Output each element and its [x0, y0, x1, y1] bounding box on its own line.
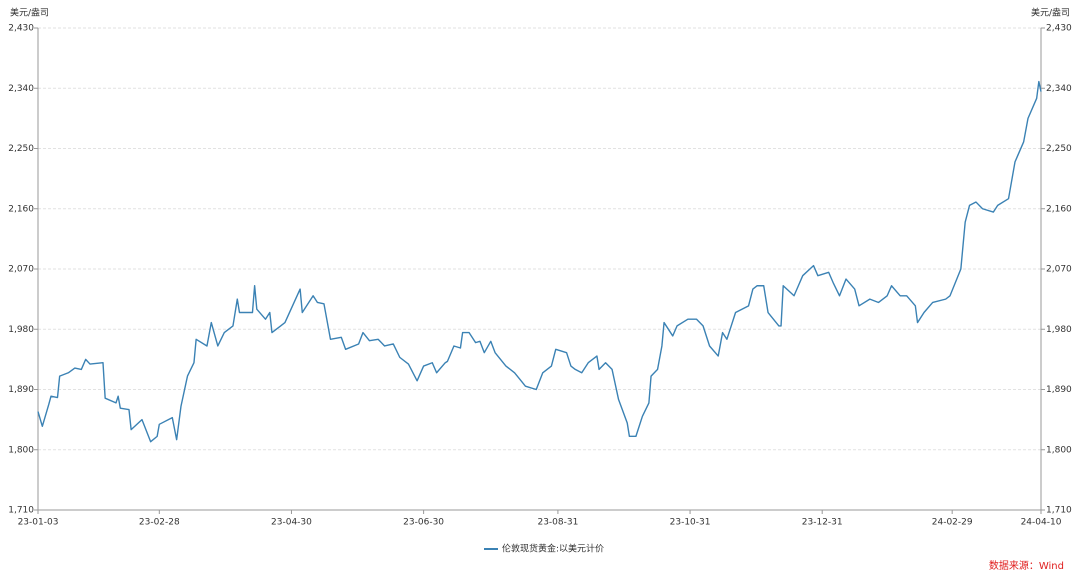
x-tick-label: 24-02-29 — [932, 518, 973, 528]
x-tick-label: 23-12-31 — [802, 518, 843, 528]
y2-tick-label: 2,160 — [1046, 204, 1072, 214]
y-tick-label: 2,250 — [8, 144, 34, 154]
x-tick-label: 23-06-30 — [403, 518, 444, 528]
x-tick-label: 23-01-03 — [18, 518, 59, 528]
y-tick-label: 2,160 — [8, 204, 34, 214]
y-tick-label: 2,430 — [8, 24, 34, 34]
y-tick-label: 2,340 — [8, 84, 34, 94]
x-tick-label: 23-02-28 — [139, 518, 180, 528]
y2-tick-label: 1,710 — [1046, 506, 1072, 516]
data-line — [37, 80, 1042, 443]
x-tick-label: 23-08-31 — [537, 518, 578, 528]
y2-tick-label: 2,070 — [1046, 265, 1072, 275]
y2-tick-label: 1,980 — [1046, 325, 1072, 335]
x-tick-label: 23-04-30 — [271, 518, 312, 528]
y2-axis-unit: 美元/盎司 — [1031, 7, 1070, 19]
y2-tick-label: 1,890 — [1046, 385, 1072, 395]
y-tick-label: 1,800 — [8, 445, 34, 455]
x-tick-label: 23-10-31 — [670, 518, 711, 528]
y2-tick-label: 2,430 — [1046, 24, 1072, 34]
source-note: 数据来源：Wind — [989, 559, 1064, 572]
x-tick-label: 24-04-10 — [1021, 518, 1062, 528]
y2-tick-label: 2,340 — [1046, 84, 1072, 94]
y-tick-label: 1,710 — [8, 506, 34, 516]
y2-tick-label: 1,800 — [1046, 445, 1072, 455]
y-axis-unit: 美元/盎司 — [10, 7, 49, 19]
y2-tick-label: 2,250 — [1046, 144, 1072, 154]
legend-label: 伦敦现货黄金:以美元计价 — [502, 543, 604, 555]
y-tick-label: 2,070 — [8, 265, 34, 275]
y-tick-label: 1,890 — [8, 385, 34, 395]
y-tick-label: 1,980 — [8, 325, 34, 335]
